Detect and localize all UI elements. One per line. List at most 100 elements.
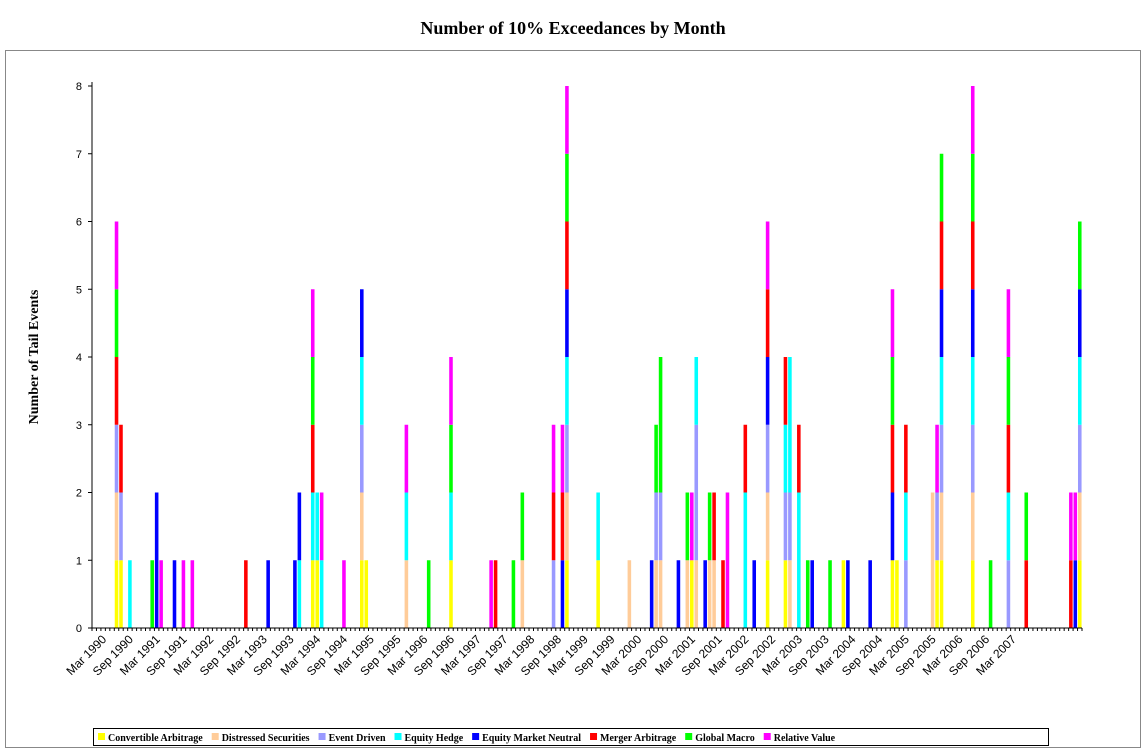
bar-segment xyxy=(520,560,525,628)
bar-segment xyxy=(315,492,319,561)
bar-segment xyxy=(904,560,908,628)
bar-segment xyxy=(404,560,409,628)
bar-segment xyxy=(904,424,908,493)
bar-segment xyxy=(360,289,364,357)
bar-segment xyxy=(783,424,788,493)
bar-segment xyxy=(1006,560,1011,628)
bar-segment xyxy=(1073,560,1078,628)
bar-segment xyxy=(930,492,935,628)
y-tick-label: 1 xyxy=(76,555,82,567)
bar-segment xyxy=(841,560,846,628)
bar-segment xyxy=(725,492,730,628)
bar-segment xyxy=(707,492,712,561)
bar-segment xyxy=(565,289,569,357)
legend-label: Equity Hedge xyxy=(405,733,464,744)
bar-segment xyxy=(810,560,814,628)
bar-segment xyxy=(319,560,324,628)
bar-segment xyxy=(658,560,663,628)
legend-swatch xyxy=(472,733,480,740)
bar-segment xyxy=(690,560,694,628)
bar-segment xyxy=(1069,560,1073,628)
bar-segment xyxy=(939,560,944,628)
bar-segment xyxy=(707,560,712,628)
legend-label: Relative Value xyxy=(774,733,836,744)
bar-segment xyxy=(315,560,319,628)
bar-segment xyxy=(939,357,944,425)
bar-segment xyxy=(489,560,493,628)
bar-segment xyxy=(752,560,757,628)
y-tick-label: 5 xyxy=(76,284,82,296)
bar-segment xyxy=(797,492,801,628)
legend-swatch xyxy=(394,733,402,740)
y-tick-label: 7 xyxy=(76,149,82,161)
bar-segment xyxy=(154,492,159,628)
bar-segment xyxy=(939,153,944,222)
bar-segment xyxy=(493,560,498,628)
bar-segment xyxy=(939,424,944,493)
bar-segment xyxy=(364,560,369,628)
bar-segment xyxy=(970,560,975,628)
bar-segment xyxy=(560,560,565,628)
bar-segment xyxy=(404,424,409,493)
bar-segment xyxy=(565,560,569,628)
bar-segment xyxy=(310,357,315,425)
bar-segment xyxy=(783,492,788,561)
bar-segment xyxy=(765,492,770,561)
bar-segment xyxy=(449,424,453,493)
bar-segment xyxy=(114,492,119,561)
y-axis-label: Number of Tail Events xyxy=(27,289,42,424)
bar-segment xyxy=(970,221,975,290)
bar-segment xyxy=(360,560,364,628)
bar-segment xyxy=(721,560,725,628)
bar-segment xyxy=(449,560,453,628)
bar-segment xyxy=(1077,492,1082,561)
bar-segment xyxy=(783,357,788,425)
bar-segment xyxy=(114,221,119,290)
bar-segment xyxy=(426,560,431,628)
bar-segment xyxy=(1077,221,1082,290)
bar-segment xyxy=(783,560,788,628)
legend-label: Equity Market Neutral xyxy=(482,733,581,744)
bar-segment xyxy=(1077,357,1082,425)
y-tick-label: 3 xyxy=(76,420,82,432)
bar-segment xyxy=(114,424,119,493)
bar-segment xyxy=(1077,424,1082,493)
legend-swatch xyxy=(763,733,771,740)
bar-segment xyxy=(1006,492,1011,561)
legend-swatch xyxy=(98,733,105,740)
bar-segment xyxy=(890,492,895,561)
bar-segment xyxy=(828,560,832,628)
bar-segment xyxy=(1006,357,1011,425)
bar-segment xyxy=(685,560,690,628)
bar-segment xyxy=(1006,289,1011,357)
bar-segment xyxy=(310,560,315,628)
bar-segment xyxy=(694,357,699,425)
bar-segment xyxy=(904,492,908,561)
bar-segment xyxy=(890,357,895,425)
bar-segment xyxy=(935,492,939,561)
bar-segment xyxy=(970,153,975,222)
legend-swatch xyxy=(318,733,326,740)
bar-segment xyxy=(712,492,716,561)
bar-segment xyxy=(895,560,899,628)
bar-segment xyxy=(654,560,658,628)
bar-segment xyxy=(565,424,569,493)
bar-segment xyxy=(846,560,850,628)
bar-segment xyxy=(511,560,516,628)
bar-segment xyxy=(694,424,699,561)
bar-segment xyxy=(743,424,748,493)
bar-segment xyxy=(1077,289,1082,357)
bar-segment xyxy=(712,560,716,628)
bar-segment xyxy=(342,560,346,628)
bar-segment xyxy=(765,289,770,357)
bar-segment xyxy=(266,560,270,628)
bar-segment xyxy=(565,153,569,222)
bar-segment xyxy=(560,492,565,561)
bar-segment xyxy=(868,560,872,628)
bar-segment xyxy=(310,492,315,561)
bar-segment xyxy=(788,357,792,493)
bar-segment xyxy=(970,289,975,357)
bar-segment xyxy=(565,221,569,290)
bar-segment xyxy=(1069,492,1073,561)
